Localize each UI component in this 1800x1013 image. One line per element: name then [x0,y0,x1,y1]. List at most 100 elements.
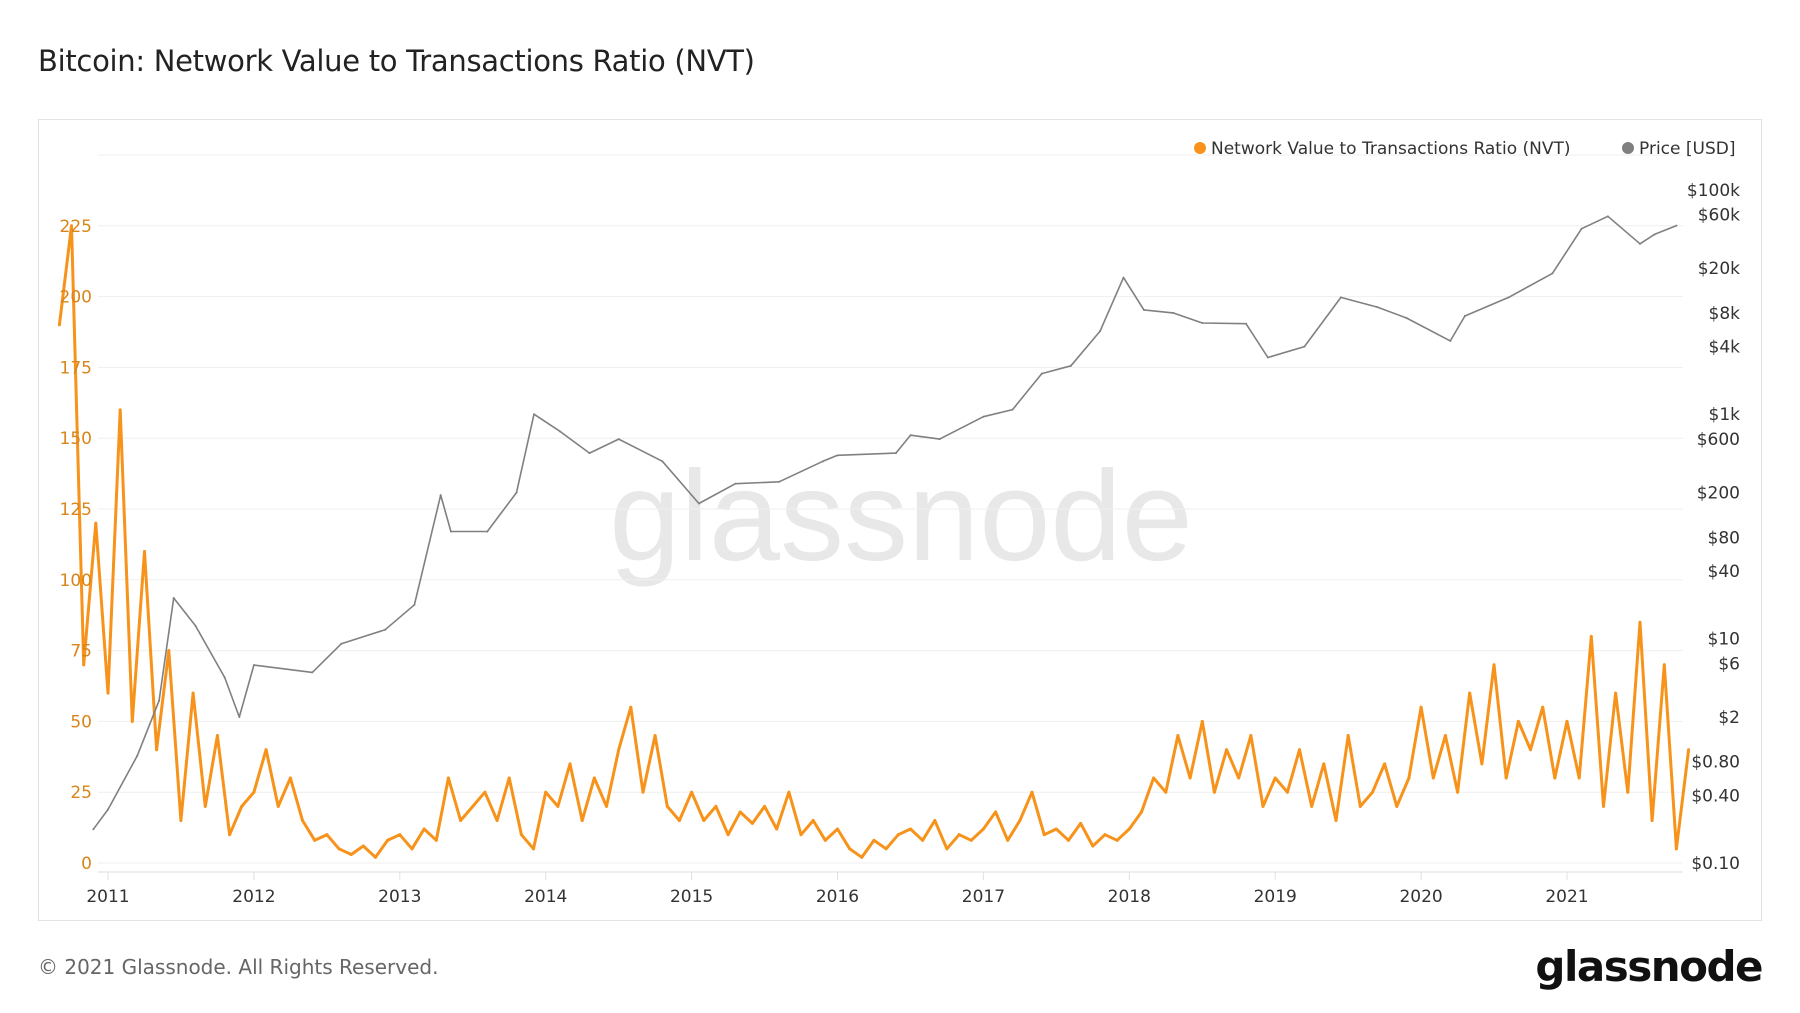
x-tick-label: 2017 [962,887,1005,907]
nvt-data-point [1139,810,1143,814]
price-data-point [1405,317,1408,320]
price-data-point [588,452,591,455]
nvt-data-point [617,748,621,752]
nvt-data-point [179,819,183,823]
left-tick-label: 125 [60,500,92,520]
nvt-data-point [228,833,232,837]
nvt-data-point [1529,748,1533,752]
nvt-data-point [969,838,973,842]
nvt-data-point [1601,804,1605,808]
nvt-data-point [1188,776,1192,780]
price-data-point [533,413,536,416]
price-data-point [1245,322,1248,325]
copyright-text: © 2021 Glassnode. All Rights Reserved. [38,955,439,979]
nvt-data-point [1395,804,1399,808]
nvt-data-point [1638,620,1642,624]
nvt-data-point [848,847,852,851]
nvt-data-point [203,804,207,808]
nvt-data-point [1273,776,1277,780]
price-data-point [1069,364,1072,367]
price-data-point [1606,215,1609,218]
price-data-point [107,808,109,811]
nvt-data-point [519,833,523,837]
nvt-data-point [836,827,839,831]
nvt-data-point [130,719,134,723]
nvt-data-point [763,804,767,808]
nvt-data-point [1504,776,1508,780]
right-tick-label: $200 [1697,484,1740,504]
left-tick-label: 75 [70,642,92,662]
nvt-data-point [57,323,61,327]
nvt-data-point [471,804,475,808]
nvt-data-point [1614,691,1618,695]
x-tick-label: 2015 [670,887,713,907]
price-data-point [909,434,912,437]
nvt-data-point [1285,790,1289,794]
right-tick-label: $8k [1709,304,1741,324]
right-tick-label: $1k [1709,405,1741,425]
nvt-data-point [787,790,791,794]
nvt-data-point [313,838,317,842]
nvt-data-point [775,827,779,831]
nvt-data-point [1334,819,1338,823]
nvt-data-point [1054,827,1058,831]
price-data-point [821,460,824,463]
x-tick-label: 2016 [816,887,859,907]
nvt-data-point [1115,838,1119,842]
left-tick-label: 25 [70,783,92,803]
nvt-data-point [398,833,402,837]
nvt-data-point [1443,734,1447,738]
left-tick-label: 50 [70,712,92,732]
legend-price-label[interactable]: Price [USD] [1639,139,1735,159]
nvt-data-point [738,810,742,814]
nvt-data-point [1212,790,1216,794]
nvt-data-point [568,762,572,766]
price-data-point [384,628,387,631]
nvt-data-point [252,790,256,794]
price-data-point [252,664,255,667]
nvt-data-point [361,844,365,848]
nvt-data-point [215,734,219,738]
nvt-data-point [690,790,694,794]
right-tick-label: $40 [1708,562,1740,582]
nvt-data-point [1042,833,1046,837]
nvt-data-point [386,838,390,842]
nvt-data-point [82,663,86,667]
legend-price-dot [1622,142,1634,154]
nvt-data-point [94,521,98,525]
price-data-point [172,597,175,600]
price-data-point [1303,345,1306,348]
x-tick-label: 2014 [524,887,567,907]
legend-nvt-label[interactable]: Network Value to Transactions Ratio (NVT… [1211,139,1571,159]
nvt-data-point [240,804,244,808]
nvt-data-point [921,838,925,842]
nvt-data-point [1541,705,1545,709]
price-data-point [1122,276,1125,279]
nvt-data-point [118,408,122,412]
nvt-data-point [957,833,961,837]
nvt-data-point [1200,719,1204,723]
nvt-data-point [1346,734,1350,738]
nvt-data-point [799,833,803,837]
nvt-data-point [532,847,536,851]
nvt-data-point [410,847,414,851]
right-tick-label: $600 [1697,430,1740,450]
nvt-data-point [337,847,341,851]
price-data-point [1551,272,1554,275]
price-data-point [1201,321,1204,324]
nvt-data-point [1650,819,1654,823]
price-data-point [1011,408,1014,411]
nvt-data-point [872,838,876,842]
nvt-data-point [1152,776,1156,780]
nvt-data-point [1480,762,1484,766]
price-data-point [439,494,442,497]
price-data-point [449,530,452,533]
nvt-data-point [702,819,706,823]
nvt-data-point [1237,776,1241,780]
price-data-point [1653,233,1656,236]
price-data-point [894,452,897,455]
legend-nvt-dot [1194,142,1206,154]
nvt-data-point [1577,776,1581,780]
nvt-data-point [896,833,900,837]
nvt-data-point [1358,804,1362,808]
